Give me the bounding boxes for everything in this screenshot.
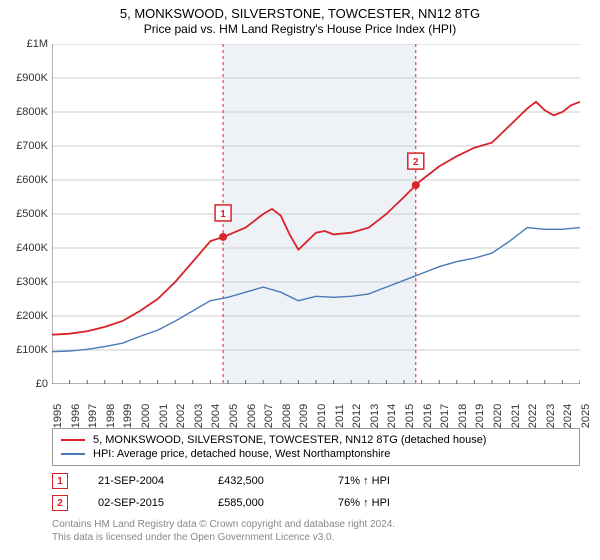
y-tick-label: £100K <box>16 344 48 356</box>
x-tick-label: 2019 <box>474 404 486 428</box>
sale-price: £432,500 <box>218 475 308 487</box>
x-tick-label: 2014 <box>386 404 398 428</box>
x-tick-label: 1998 <box>105 404 117 428</box>
x-tick-label: 2008 <box>281 404 293 428</box>
chart-plot: 12 <box>52 44 580 384</box>
x-tick-label: 2003 <box>193 404 205 428</box>
sale-events-table: 1 21-SEP-2004 £432,500 71% ↑ HPI 2 02-SEP-201… <box>52 470 580 514</box>
legend-row: 5, MONKSWOOD, SILVERSTONE, TOWCESTER, NN… <box>61 433 571 447</box>
sale-marker-badge: 2 <box>52 495 68 511</box>
x-tick-label: 2001 <box>158 404 170 428</box>
x-tick-label: 2021 <box>510 404 522 428</box>
y-tick-label: £500K <box>16 208 48 220</box>
legend-label: HPI: Average price, detached house, West… <box>93 448 390 460</box>
sale-pct: 71% ↑ HPI <box>338 475 428 487</box>
y-tick-label: £800K <box>16 106 48 118</box>
sale-event-row: 2 02-SEP-2015 £585,000 76% ↑ HPI <box>52 492 580 514</box>
chart-subtitle: Price paid vs. HM Land Registry's House … <box>0 22 600 36</box>
legend-swatch <box>61 439 85 441</box>
x-tick-label: 2006 <box>246 404 258 428</box>
x-tick-label: 1995 <box>52 404 64 428</box>
x-tick-label: 2013 <box>369 404 381 428</box>
footer-line: Contains HM Land Registry data © Crown c… <box>52 518 580 531</box>
sale-date: 21-SEP-2004 <box>98 475 188 487</box>
y-tick-label: £600K <box>16 174 48 186</box>
x-tick-label: 2004 <box>210 404 222 428</box>
title-block: 5, MONKSWOOD, SILVERSTONE, TOWCESTER, NN… <box>0 0 600 38</box>
x-tick-label: 2002 <box>175 404 187 428</box>
footer-attribution: Contains HM Land Registry data © Crown c… <box>52 518 580 544</box>
x-tick-label: 2020 <box>492 404 504 428</box>
svg-text:1: 1 <box>220 209 226 220</box>
x-axis-labels: 1995 1996 1997 1998 1999 2000 2001 2002 2003 2004… <box>52 388 580 428</box>
svg-text:2: 2 <box>413 157 419 168</box>
y-tick-label: £200K <box>16 310 48 322</box>
x-tick-label: 2009 <box>298 404 310 428</box>
sale-event-row: 1 21-SEP-2004 £432,500 71% ↑ HPI <box>52 470 580 492</box>
y-tick-label: £400K <box>16 242 48 254</box>
y-tick-label: £900K <box>16 72 48 84</box>
x-tick-label: 2024 <box>562 404 574 428</box>
legend-swatch <box>61 453 85 454</box>
x-tick-label: 2025 <box>580 404 592 428</box>
y-tick-label: £700K <box>16 140 48 152</box>
sale-date: 02-SEP-2015 <box>98 497 188 509</box>
legend: 5, MONKSWOOD, SILVERSTONE, TOWCESTER, NN… <box>52 428 580 466</box>
y-tick-label: £300K <box>16 276 48 288</box>
x-tick-label: 2022 <box>527 404 539 428</box>
y-tick-label: £1M <box>27 38 48 50</box>
x-tick-label: 2017 <box>439 404 451 428</box>
sale-pct: 76% ↑ HPI <box>338 497 428 509</box>
footer-line: This data is licensed under the Open Gov… <box>52 531 580 544</box>
legend-row: HPI: Average price, detached house, West… <box>61 447 571 461</box>
chart-title: 5, MONKSWOOD, SILVERSTONE, TOWCESTER, NN… <box>0 6 600 21</box>
x-tick-label: 1996 <box>70 404 82 428</box>
x-tick-label: 2000 <box>140 404 152 428</box>
y-tick-label: £0 <box>36 378 48 390</box>
x-tick-label: 2018 <box>457 404 469 428</box>
x-tick-label: 1999 <box>122 404 134 428</box>
y-axis-labels: £0£100K£200K£300K£400K£500K£600K£700K£80… <box>2 44 48 384</box>
x-tick-label: 2007 <box>263 404 275 428</box>
x-tick-label: 2015 <box>404 404 416 428</box>
x-tick-label: 2010 <box>316 404 328 428</box>
chart-area: £0£100K£200K£300K£400K£500K£600K£700K£80… <box>52 44 580 384</box>
legend-label: 5, MONKSWOOD, SILVERSTONE, TOWCESTER, NN… <box>93 434 486 446</box>
sale-price: £585,000 <box>218 497 308 509</box>
x-tick-label: 2012 <box>351 404 363 428</box>
x-tick-label: 1997 <box>87 404 99 428</box>
x-tick-label: 2023 <box>545 404 557 428</box>
x-tick-label: 2011 <box>334 404 346 428</box>
sale-marker-badge: 1 <box>52 473 68 489</box>
x-tick-label: 2016 <box>422 404 434 428</box>
x-tick-label: 2005 <box>228 404 240 428</box>
